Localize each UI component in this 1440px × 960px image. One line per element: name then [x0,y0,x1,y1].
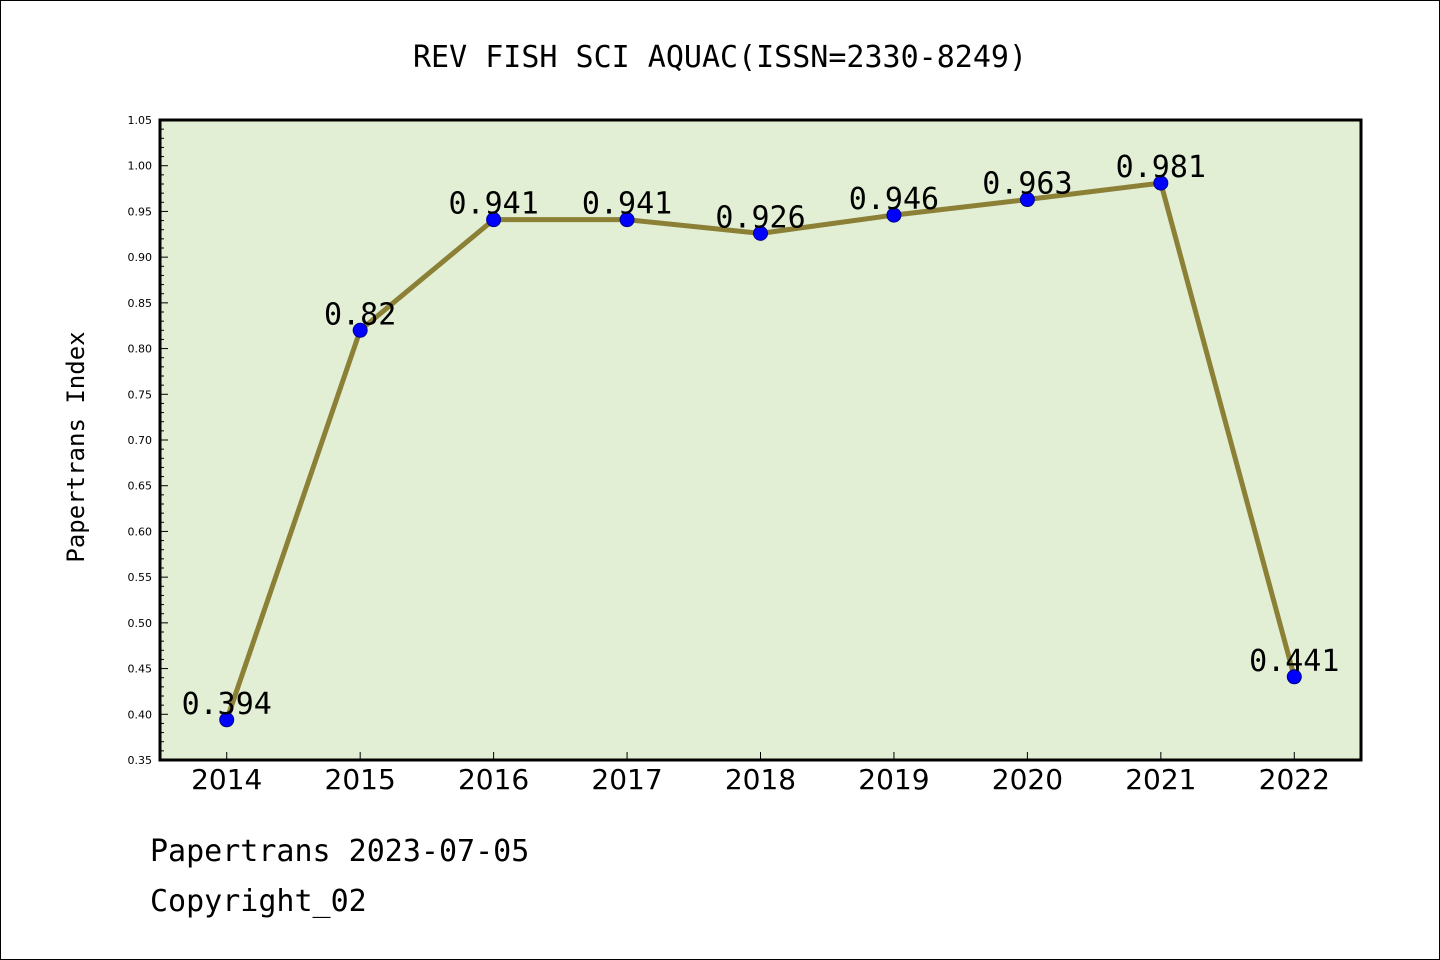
y-tick-label: 0.95 [128,205,153,218]
y-tick-label: 0.70 [128,434,153,447]
y-tick-label: 0.55 [128,571,153,584]
y-tick-label: 0.65 [128,480,153,493]
plot-border [158,118,1363,762]
y-tick-label: 0.80 [128,343,153,356]
data-label: 0.926 [715,200,805,235]
y-tick-label: 0.40 [128,708,153,721]
data-point [352,322,368,338]
data-label: 0.82 [324,297,396,332]
x-tick-label: 2016 [458,763,529,796]
data-point [486,212,502,228]
y-tick-label: 0.50 [128,617,153,630]
y-tick-label: 0.45 [128,663,153,676]
x-tick-label: 2021 [1125,763,1196,796]
x-tick-label: 2020 [992,763,1063,796]
data-point [219,712,235,728]
data-point [886,207,902,223]
x-tick-label: 2015 [325,763,396,796]
y-tick-label: 1.05 [128,114,153,127]
data-label: 0.981 [1116,150,1206,185]
data-point [619,212,635,228]
x-tick-label: 2019 [858,763,929,796]
series-group [219,175,1302,728]
y-tick-label: 0.85 [128,297,153,310]
footer-date: Papertrans 2023-07-05 [150,834,530,869]
data-point [1019,192,1035,208]
y-axis-label: Papertrans Index [62,331,90,562]
data-point [1153,175,1169,191]
y-tick-label: 0.60 [128,525,153,538]
y-axis-ticks: 0.35 0.40 0.45 0.50 0.55 0.60 0.65 0.70 0.75 0.80… [128,114,168,767]
x-axis-ticks: 2014 2015 2016 2017 2018 2019 2020 2021 2022 [191,752,1330,796]
footer-copyright: Copyright_02 [150,884,367,919]
data-label: 0.941 [448,187,538,222]
x-tick-label: 2022 [1259,763,1330,796]
x-tick-label: 2014 [191,763,262,796]
y-tick-label: 1.00 [128,160,153,173]
data-label: 0.941 [582,187,672,222]
chart-title: REV FISH SCI AQUAC(ISSN=2330-8249) [413,40,1027,75]
data-label: 0.946 [849,182,939,217]
data-label: 0.394 [182,687,272,722]
x-tick-label: 2017 [591,763,662,796]
data-label: 0.963 [982,167,1072,202]
y-tick-label: 0.75 [128,388,153,401]
y-tick-label: 0.35 [128,754,153,767]
data-point [753,225,768,241]
y-tick-label: 0.90 [128,251,153,264]
data-labels-group: 0.394 0.82 0.941 0.941 0.926 0.946 0.963 0.981 0… [182,150,1340,722]
x-tick-label: 2018 [725,763,796,796]
data-point [1286,669,1302,685]
data-label: 0.441 [1249,644,1339,679]
